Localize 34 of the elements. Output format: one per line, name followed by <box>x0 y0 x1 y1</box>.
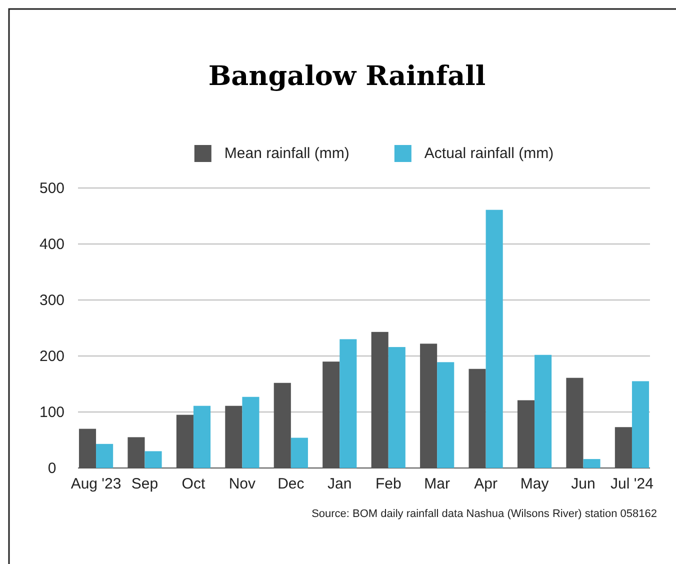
bar <box>193 406 211 468</box>
x-tick-label: Mar <box>424 476 450 493</box>
bar <box>583 459 600 468</box>
bar <box>486 210 503 468</box>
y-tick-label: 200 <box>39 348 65 365</box>
x-tick-label: Jul '24 <box>610 476 654 493</box>
x-tick-label: Feb <box>375 476 402 493</box>
bar <box>242 396 260 468</box>
bar <box>632 381 650 468</box>
legend-label: Actual rainfall (mm) <box>424 145 554 162</box>
source-note: Source: BOM daily rainfall data Nashua (Wilsons River) station 058162 <box>312 508 657 520</box>
bar <box>144 451 162 468</box>
x-tick-label: May <box>520 476 550 493</box>
bar <box>437 362 454 468</box>
bar <box>388 347 406 468</box>
x-tick-label: Dec <box>278 476 305 493</box>
bar <box>96 444 114 468</box>
bar <box>534 354 552 468</box>
x-tick-label: Sep <box>131 476 158 493</box>
x-tick-label: Jan <box>328 476 352 493</box>
x-tick-label: Jun <box>571 476 596 493</box>
x-tick-label: Aug '23 <box>70 476 122 493</box>
y-tick-label: 100 <box>39 404 65 421</box>
chart-title: Bangalow Rainfall <box>208 61 486 92</box>
x-tick-label: Oct <box>182 476 206 493</box>
bar <box>340 339 357 468</box>
y-tick-label: 400 <box>39 236 65 253</box>
y-tick-label: 0 <box>48 460 56 477</box>
y-tick-label: 300 <box>39 292 65 309</box>
x-tick-label: Nov <box>228 476 256 493</box>
bar <box>290 438 308 468</box>
legend-label: Mean rainfall (mm) <box>224 145 350 162</box>
y-tick-label: 500 <box>39 180 65 197</box>
x-tick-label: Apr <box>474 476 498 493</box>
